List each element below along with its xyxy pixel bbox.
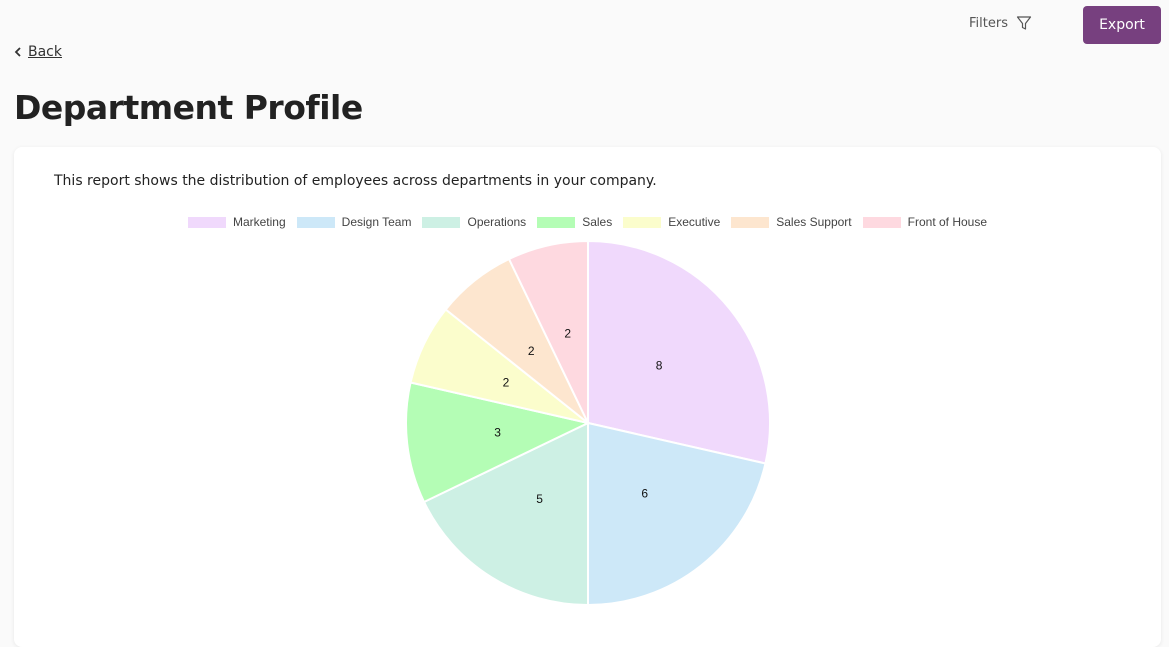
- report-card: This report shows the distribution of em…: [14, 147, 1161, 647]
- legend-item: Marketing: [187, 215, 286, 229]
- filter-icon: [1016, 16, 1032, 30]
- slice-label: 8: [656, 358, 663, 372]
- legend-label: Sales Support: [776, 215, 852, 229]
- slice-label: 2: [564, 326, 571, 340]
- pie-slice: [507, 239, 589, 424]
- filters-text: Filters: [969, 15, 1008, 31]
- export-button[interactable]: Export: [1083, 6, 1161, 44]
- page-title: Department Profile: [14, 88, 363, 127]
- legend-swatch: [422, 216, 461, 228]
- page: Back Filters Export Department Profile T…: [14, 6, 1161, 605]
- legend-item: Front of House: [862, 215, 988, 229]
- legend-label: Front of House: [907, 215, 988, 229]
- chevron-icon: [14, 47, 21, 57]
- pie-slice: [587, 239, 771, 465]
- legend-swatch: [187, 216, 226, 228]
- export-text: Export: [1099, 17, 1145, 33]
- legend-label: Marketing: [232, 215, 286, 229]
- pie-slice: [422, 421, 589, 607]
- legend-label: Sales: [582, 215, 613, 229]
- legend-swatch: [623, 216, 662, 228]
- slice-label: 3: [494, 425, 501, 439]
- legend-swatch: [862, 216, 901, 228]
- back-text: Back: [28, 44, 62, 60]
- slice-label: 5: [536, 492, 543, 506]
- pie-chart: 8 6 5 3 2 2 2: [405, 239, 771, 607]
- legend-swatch: [296, 216, 335, 228]
- slice-label: 6: [641, 486, 648, 500]
- pie-slice: [587, 421, 767, 607]
- legend-label: Executive: [668, 215, 721, 229]
- legend-item: Design Team: [296, 215, 412, 229]
- slice-label: 2: [528, 344, 535, 358]
- legend-item: Operations: [422, 215, 526, 229]
- legend-item: Sales: [537, 215, 612, 229]
- slice-label: 2: [503, 376, 510, 390]
- pie-slice: [405, 381, 592, 504]
- legend-label: Operations: [467, 215, 527, 229]
- legend: Marketing Design Team Operations Sales Execu…: [14, 215, 1161, 229]
- filters-button[interactable]: Filters: [969, 15, 1032, 31]
- legend-swatch: [537, 216, 576, 228]
- legend-item: Sales Support: [731, 215, 852, 229]
- legend-swatch: [731, 216, 770, 228]
- description: This report shows the distribution of em…: [54, 173, 657, 189]
- back-link[interactable]: Back: [14, 44, 62, 60]
- legend-label: Design Team: [341, 215, 412, 229]
- legend-item: Executive: [623, 215, 720, 229]
